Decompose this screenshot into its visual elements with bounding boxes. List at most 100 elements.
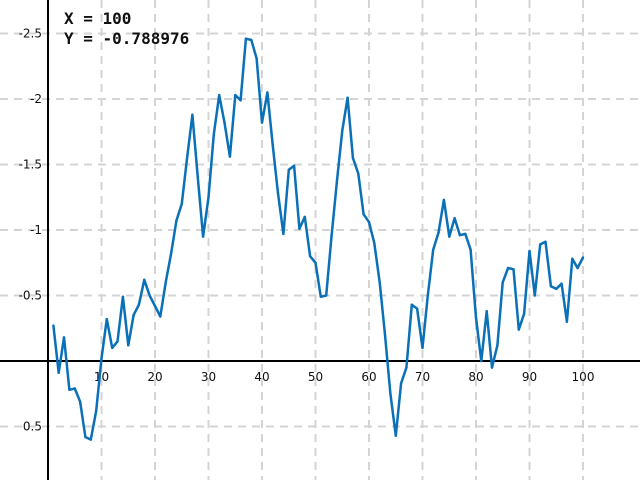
data-point bbox=[490, 366, 494, 369]
data-point bbox=[528, 249, 531, 253]
data-point bbox=[244, 37, 248, 40]
data-point bbox=[571, 257, 574, 260]
data-point bbox=[143, 278, 146, 281]
data-point bbox=[539, 243, 542, 246]
data-point bbox=[335, 180, 339, 183]
data-point bbox=[506, 266, 510, 270]
data-point bbox=[95, 409, 98, 412]
y-tick-label: 0.5 bbox=[23, 420, 42, 434]
data-point bbox=[228, 155, 232, 158]
data-point bbox=[212, 133, 215, 136]
data-point bbox=[485, 310, 488, 313]
data-point bbox=[549, 285, 553, 288]
data-point bbox=[185, 156, 189, 160]
data-point bbox=[453, 217, 456, 220]
data-point bbox=[255, 57, 258, 60]
data-point bbox=[362, 213, 365, 216]
series-line bbox=[52, 37, 585, 441]
data-point bbox=[533, 294, 536, 297]
data-point bbox=[399, 382, 403, 385]
data-point bbox=[410, 303, 413, 306]
data-point bbox=[276, 192, 280, 195]
data-point bbox=[308, 255, 312, 258]
data-point bbox=[250, 38, 253, 42]
data-point bbox=[218, 93, 221, 97]
data-point bbox=[153, 304, 157, 308]
x-tick-label: 80 bbox=[468, 370, 483, 384]
x-tick-label: 70 bbox=[415, 370, 430, 384]
data-point bbox=[292, 164, 296, 167]
data-point bbox=[271, 143, 274, 147]
data-point bbox=[565, 320, 569, 323]
data-point bbox=[405, 366, 408, 369]
data-point bbox=[298, 227, 301, 230]
data-point bbox=[207, 196, 210, 199]
data-point bbox=[266, 91, 269, 94]
data-point bbox=[303, 215, 306, 219]
data-point bbox=[180, 202, 183, 205]
data-point bbox=[78, 400, 82, 403]
data-point bbox=[105, 317, 109, 321]
data-point bbox=[357, 172, 360, 175]
series-group bbox=[52, 37, 585, 441]
data-point bbox=[164, 281, 167, 284]
data-point bbox=[132, 313, 135, 317]
x-tick-label: 50 bbox=[308, 370, 323, 384]
data-point bbox=[346, 96, 349, 99]
y-tick-label: -2.5 bbox=[19, 27, 42, 41]
data-point bbox=[351, 156, 355, 160]
data-point bbox=[432, 248, 435, 251]
data-point bbox=[84, 435, 87, 439]
data-point bbox=[464, 232, 467, 236]
data-point bbox=[448, 235, 451, 238]
data-point bbox=[421, 346, 424, 350]
x-readout-value: 100 bbox=[102, 9, 132, 28]
data-point bbox=[501, 281, 504, 284]
data-point bbox=[560, 282, 563, 285]
data-point bbox=[378, 281, 381, 284]
data-point bbox=[127, 344, 130, 347]
data-point bbox=[458, 234, 462, 237]
data-point bbox=[469, 248, 472, 251]
data-point bbox=[287, 168, 290, 171]
data-point bbox=[389, 392, 392, 395]
data-point bbox=[52, 324, 55, 327]
data-point bbox=[223, 121, 226, 124]
data-point bbox=[373, 241, 376, 245]
coordinate-readout: X = 100 Y = -0.788976 bbox=[64, 9, 189, 49]
data-point bbox=[159, 315, 162, 318]
x-tick-label: 60 bbox=[361, 370, 376, 384]
data-point bbox=[426, 294, 429, 297]
data-point bbox=[116, 340, 119, 343]
data-point bbox=[415, 307, 419, 310]
data-point bbox=[555, 287, 558, 291]
x-tick-label: 90 bbox=[522, 370, 537, 384]
data-point bbox=[111, 346, 114, 350]
x-readout-label: X = bbox=[64, 9, 103, 28]
y-tick-label: -2 bbox=[30, 92, 42, 106]
data-point bbox=[148, 294, 151, 297]
data-point bbox=[169, 252, 173, 255]
data-point bbox=[137, 303, 141, 306]
data-point bbox=[522, 312, 526, 315]
data-point bbox=[314, 261, 317, 264]
data-point bbox=[196, 176, 199, 179]
y-tick-label: -1 bbox=[30, 223, 42, 237]
data-point bbox=[68, 388, 71, 391]
data-point bbox=[191, 113, 194, 116]
data-point bbox=[544, 240, 547, 243]
data-point bbox=[442, 198, 446, 202]
data-point bbox=[282, 232, 285, 236]
data-point bbox=[73, 387, 77, 390]
data-point bbox=[234, 93, 237, 97]
data-point bbox=[383, 333, 387, 336]
y-readout: Y = -0.788976 bbox=[64, 29, 189, 49]
y-readout-value: -0.788976 bbox=[102, 29, 190, 48]
data-point bbox=[57, 371, 60, 374]
data-point bbox=[319, 295, 322, 298]
data-point bbox=[100, 357, 103, 360]
x-tick-label: 40 bbox=[254, 370, 269, 384]
